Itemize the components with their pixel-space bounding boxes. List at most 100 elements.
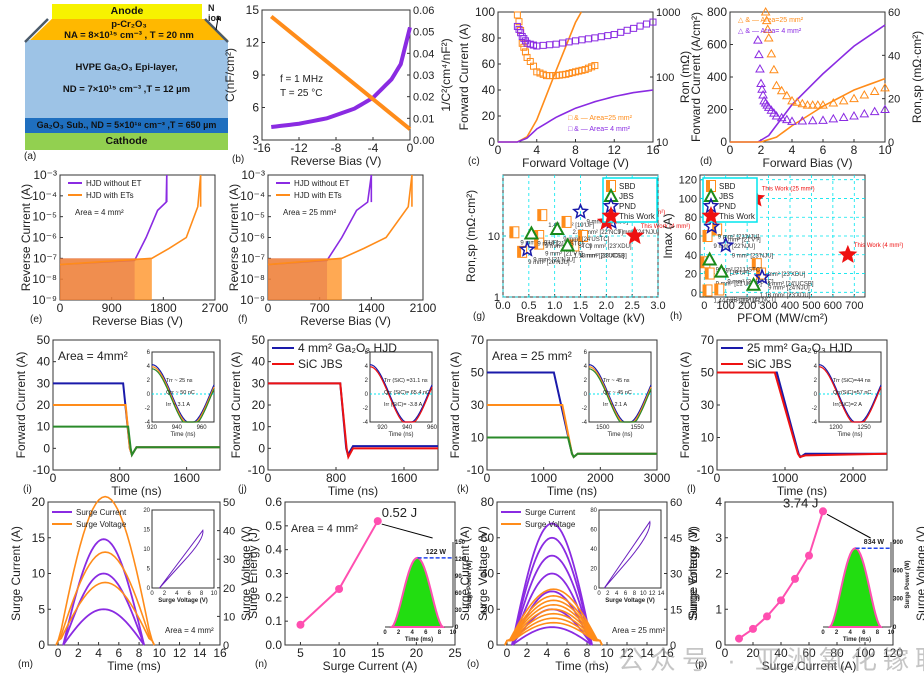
y2-tick-label: 0.00	[413, 135, 434, 147]
y-tick-label: 50	[252, 333, 266, 347]
y-tick-label: 40	[481, 567, 495, 581]
legend-entry: This Work	[619, 212, 656, 221]
y-tick-label: 70	[701, 333, 715, 347]
inset-x-label: Time (ns)	[837, 432, 862, 438]
data-point	[781, 90, 792, 100]
panel-label: (c)	[468, 156, 480, 167]
y-tick-label: 0	[487, 638, 494, 652]
inset-x-tick: 0	[821, 630, 825, 636]
y-axis-label: Imax (A)	[661, 213, 675, 258]
inset-x-tick: 6	[188, 591, 192, 597]
inset-y-label: Surge Power (W)	[905, 560, 911, 608]
data-point	[763, 32, 774, 42]
cathode-layer: Cathode	[25, 133, 228, 150]
y2-tick-label: 100	[656, 72, 674, 84]
legend-entry: JBS	[619, 192, 634, 201]
point-note: 9 mm² [23'XDU]	[589, 244, 632, 250]
surge-current-curve	[511, 554, 593, 646]
data-point	[754, 49, 764, 59]
inset-x-tick: 2	[606, 591, 610, 597]
y-tick-label: 60	[481, 531, 495, 545]
device-schematic: Anode p-Cr₂O₃ NA = 8×10¹⁵ cm⁻³ , T = 20 …	[0, 0, 230, 165]
y2-axis-label: Surge Voltage (V)	[686, 526, 700, 621]
inset-peak-label: 122 W	[426, 549, 447, 556]
p-layer-params: NA = 8×10¹⁵ cm⁻³ , T = 20 nm	[64, 29, 194, 41]
x-tick-label: 0	[504, 646, 511, 660]
inset-y-tick: 2	[147, 378, 151, 384]
y-axis-label: Forward Current (A)	[457, 24, 471, 131]
inset-y-tick: 4	[814, 364, 818, 370]
y-tick-label: 0.5	[265, 519, 282, 533]
inset-y-label: Surge Power (W)	[467, 560, 473, 608]
inset-series	[818, 366, 882, 423]
y-tick-label: 60	[482, 57, 496, 71]
x-tick-label: -12	[290, 141, 308, 155]
sbd-marker-inner	[610, 181, 615, 191]
substrate-label: Ga₂O₃ Sub., ND = 5×10¹⁸ cm⁻³ ,T = 650 µm	[36, 120, 217, 130]
jbs-marker	[549, 220, 565, 236]
inset-y-tick: -4	[812, 420, 818, 426]
data-point	[787, 95, 797, 105]
data-point	[797, 116, 808, 125]
pnd-marker	[518, 240, 536, 257]
surge-current-curve	[511, 626, 593, 646]
inset-y-tick: -4	[582, 420, 588, 426]
inset-i: 920 940 960 -4 -2 0 2 4 6 Time (ns) Trr ~ 25 ns Qrr…	[145, 350, 215, 438]
power-area	[827, 547, 883, 628]
y-tick-label: 10⁻³	[241, 168, 265, 182]
data-point	[756, 78, 766, 87]
chart-k: 0 1000 2000 3000 -10 10 30 50 70 Time (ns) Forward…	[448, 333, 671, 498]
y-tick-label: 10	[32, 567, 46, 581]
x-tick-label: 1800	[150, 301, 177, 315]
y-tick-label: 15	[246, 3, 260, 17]
y-axis-label: Surge Energy (J)	[246, 528, 260, 619]
y-tick-label: 0	[488, 135, 495, 149]
surge-voltage-curve	[504, 595, 603, 646]
x-tick-label: 0	[265, 301, 272, 315]
y-axis-label: Surge Current (A)	[9, 526, 23, 621]
energy-line	[299, 520, 379, 626]
x-tick-label: 3.0	[650, 300, 665, 312]
x-axis-label: Breakdown Voltage (kV)	[516, 311, 645, 325]
y2-tick-label: 60	[888, 7, 900, 19]
y2-tick-label: 20	[888, 94, 900, 106]
x-tick-label: 2100	[410, 301, 437, 315]
x-tick-label: 0.5	[521, 300, 536, 312]
inset-frame	[151, 509, 215, 589]
jbs-marker	[703, 187, 719, 202]
annotation-text: Area = 25 mm²	[283, 208, 336, 217]
inset-note: Irr ~ 2.1 A	[603, 402, 627, 408]
inset-m: 0 2 4 6 8 10 0 5 10 15 20 Surge Voltage (V)	[143, 508, 218, 604]
x-tick-label: 0	[701, 300, 707, 312]
y-tick-label: 6	[252, 101, 259, 115]
x-tick-label: 20	[410, 646, 424, 660]
data-point	[760, 6, 771, 16]
inset-x-label: Time (ns)	[607, 432, 632, 438]
data-point	[828, 97, 839, 107]
legend-entry: Surge Current	[76, 508, 127, 517]
data-point	[597, 33, 605, 41]
x-tick-label: 10	[600, 646, 614, 660]
x-tick-label: 0	[714, 471, 721, 485]
inset-x-label: Surge Voltage (V)	[158, 598, 208, 604]
x-tick-label: 300	[759, 300, 777, 312]
inset-k: 1500 1550 -4 -2 0 2 4 6 Time (ns) Trr ~ 45 ns Qrr …	[582, 350, 652, 438]
x-tick-label: 8	[136, 646, 143, 660]
data-point	[546, 41, 554, 49]
x-axis-label: Reverse Bias (V)	[92, 314, 183, 328]
point-note: 9 mm² [21'NJU]	[533, 258, 575, 264]
inset-frame	[818, 351, 882, 423]
y-tick-label: 10⁻⁴	[240, 189, 265, 203]
data-point	[572, 37, 579, 45]
watermark: · 公众号 · 亚洲氧化镓联盟	[590, 645, 924, 675]
inset-y-tick: -2	[812, 406, 818, 412]
y-axis-label: Ron,sp (mΩ·cm²)	[464, 190, 478, 282]
x-tick-label: 1000	[772, 471, 799, 485]
inset-series	[588, 366, 652, 423]
point-note: 9 mm² [21'VT]	[723, 237, 761, 243]
data-point	[792, 97, 803, 106]
y-axis-label: Forward Current (A/cm²)	[689, 12, 703, 142]
data-point	[802, 100, 813, 109]
